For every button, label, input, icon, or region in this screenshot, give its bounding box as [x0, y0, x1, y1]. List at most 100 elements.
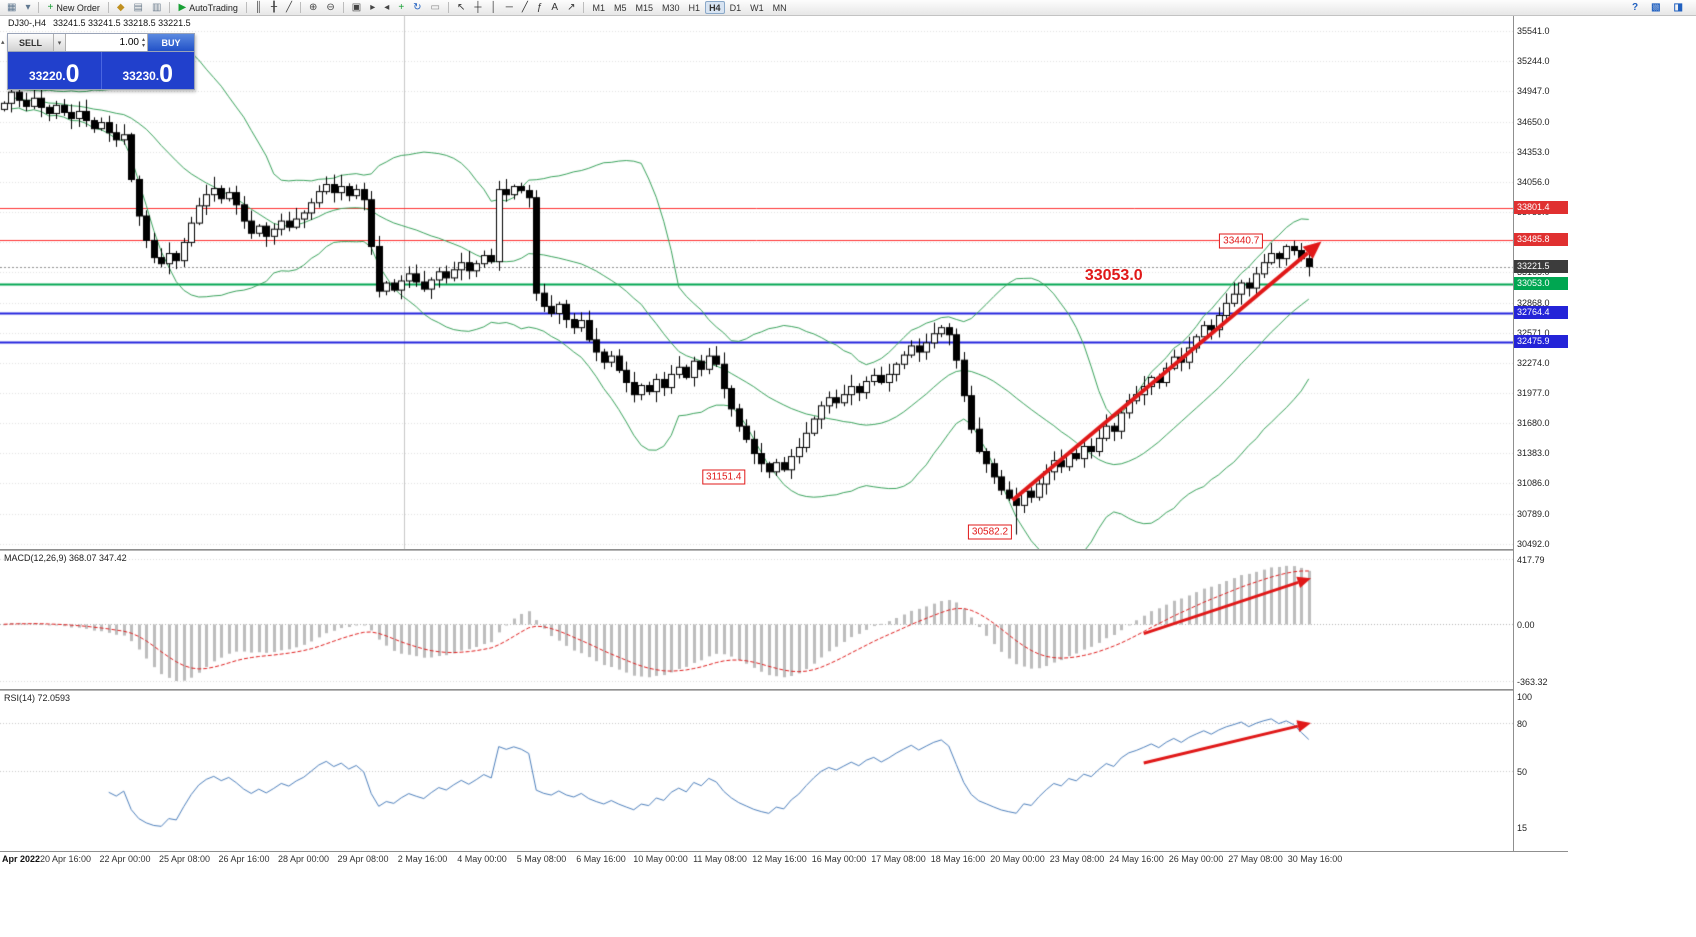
toolbar-cursor-icon[interactable]: ↖	[453, 1, 469, 15]
volume-dropdown-icon[interactable]: ▾	[54, 34, 66, 51]
toolbar-tile-windows-icon[interactable]: ▣	[348, 1, 365, 15]
toolbar-text-icon[interactable]: A	[547, 1, 562, 15]
spinner-up-icon[interactable]: ▴	[141, 36, 145, 43]
toolbar-new-chart-icon[interactable]: ▦	[3, 1, 20, 15]
price-tag[interactable]: 32475.9	[1514, 335, 1568, 349]
time-axis-label: 6 May 16:00	[576, 854, 626, 864]
spinner-down-icon[interactable]: ▾	[141, 42, 145, 49]
toolbar-profiles-icon[interactable]: ▾	[21, 1, 34, 15]
toolbar-crosshair-icon[interactable]: ┼	[470, 1, 485, 15]
toolbar-indicators-icon[interactable]: +	[394, 1, 408, 15]
chart-shift-icon: ◂	[384, 1, 390, 13]
price-tag[interactable]: 33053.0	[1514, 276, 1568, 290]
bar-chart-icon: ║	[254, 1, 262, 13]
toolbar-layout-icon[interactable]: ▧	[1651, 1, 1661, 13]
volume-value[interactable]: 1.00	[119, 37, 139, 48]
rsi-axis-label: 50	[1517, 767, 1528, 777]
time-axis-label: 29 Apr 08:00	[337, 854, 389, 864]
toolbar-template-icon[interactable]: ▭	[427, 1, 444, 15]
rsi-canvas[interactable]	[0, 691, 1513, 851]
timeframe-m5-button[interactable]: M5	[614, 3, 627, 13]
timeframe-d1-button[interactable]: D1	[729, 3, 742, 13]
data-window-icon: ▤	[133, 1, 143, 13]
market-watch-icon: ◆	[116, 1, 125, 13]
panel-splitter[interactable]	[0, 549, 1568, 551]
time-axis-label: 23 May 08:00	[1049, 854, 1105, 864]
time-axis-label: Apr 2022	[2, 854, 41, 864]
toolbar-line-chart-icon[interactable]: ╱	[282, 1, 296, 15]
toolbar-chart-shift-icon[interactable]: ◂	[380, 1, 393, 15]
toolbar-auto-scroll-icon[interactable]: ▸	[366, 1, 379, 15]
time-axis-label: 28 Apr 00:00	[277, 854, 330, 864]
time-axis-label: 25 Apr 08:00	[158, 854, 211, 864]
toolbar-panel-icon[interactable]: ◨	[1673, 1, 1683, 13]
toolbar-separator	[107, 2, 109, 13]
buy-price-big-digit: 0	[159, 60, 174, 88]
toolbar-trendline-icon[interactable]: ╱	[518, 1, 532, 15]
toolbar-right-group: ? ▧ ◨	[1628, 1, 1693, 15]
one-click-collapse-icon[interactable]: ▴	[1, 39, 5, 46]
price-axis-label: 32868.0	[1517, 297, 1550, 308]
price-annotation-box[interactable]: 30582.2	[967, 524, 1013, 540]
timeframe-m30-button[interactable]: M30	[662, 3, 680, 13]
timeframe-h4-button[interactable]: H4	[705, 1, 725, 14]
time-axis-label: 30 May 16:00	[1287, 854, 1343, 864]
toolbar-navigator-icon[interactable]: ▥	[148, 1, 165, 15]
toolbar-data-window-icon[interactable]: ▤	[130, 1, 147, 15]
cycle-icon: ↻	[413, 1, 422, 13]
cursor-icon: ↖	[457, 1, 466, 13]
buy-price-display[interactable]: 33230. 0	[102, 52, 195, 89]
price-axis-label: 35541.0	[1517, 26, 1550, 37]
timeframe-h1-button[interactable]: H1	[688, 3, 701, 13]
price-axis[interactable]: 35541.0 35244.0 34947.0 34650.0 34353.0 34056…	[1513, 16, 1568, 851]
toolbar-new-order-button[interactable]: + New Order	[43, 1, 103, 15]
fibonacci-icon: ƒ	[536, 1, 543, 13]
price-axis-label: 34056.0	[1517, 176, 1550, 187]
buy-button[interactable]: BUY	[148, 34, 194, 51]
toolbar-cycle-icon[interactable]: ↻	[409, 1, 425, 15]
sell-price-display[interactable]: 33220. 0	[8, 52, 102, 89]
toolbar-zoom-in-icon[interactable]: ⊕	[305, 1, 321, 15]
toolbar-arrows-icon[interactable]: ↗	[563, 1, 579, 15]
price-tag: 33221.5	[1514, 259, 1568, 273]
toolbar-vertical-line-icon[interactable]: │	[486, 1, 500, 15]
toolbar-autotrading-label: AutoTrading	[189, 2, 238, 13]
price-tag[interactable]: 32764.4	[1514, 306, 1568, 320]
timeframe-m15-button[interactable]: M15	[635, 3, 654, 13]
price-annotation-large[interactable]: 33053.0	[1084, 267, 1143, 285]
macd-axis-label: 0.00	[1517, 620, 1535, 631]
time-axis-label: 5 May 08:00	[516, 854, 567, 864]
auto-scroll-icon: ▸	[370, 1, 376, 13]
toolbar-fibonacci-icon[interactable]: ƒ	[533, 1, 547, 15]
toolbar-autotrading-button[interactable]: ▶ AutoTrading	[174, 1, 241, 15]
price-axis-label: 32274.0	[1517, 357, 1550, 368]
price-annotation-box[interactable]: 31151.4	[702, 469, 746, 485]
sell-button[interactable]: SELL	[8, 34, 54, 51]
toolbar-bar-chart-icon[interactable]: ║	[251, 1, 266, 15]
toolbar: ▦ ▾ + New Order ◆ ▤ ▥ ▶ AutoTrading ║ ╂ ╱ ⊕ ⊖ ▣ ▸ ◂ + ↻ ▭ ↖ ┼…	[0, 0, 1696, 16]
panel-splitter[interactable]	[0, 689, 1568, 691]
toolbar-horizontal-line-icon[interactable]: ─	[502, 1, 517, 15]
toolbar-candlestick-chart-icon[interactable]: ╂	[267, 1, 281, 15]
toolbar-market-watch-icon[interactable]: ◆	[113, 1, 129, 15]
macd-canvas[interactable]	[0, 551, 1513, 689]
toolbar-help-icon[interactable]: ?	[1631, 1, 1639, 13]
main-chart-canvas[interactable]	[0, 16, 1513, 549]
price-tag[interactable]: 33801.4	[1514, 200, 1568, 214]
volume-field[interactable]: 1.00 ▴ ▾	[66, 34, 148, 51]
timeframe-w1-button[interactable]: W1	[750, 3, 764, 13]
price-tag[interactable]: 33485.8	[1514, 232, 1568, 246]
toolbar-zoom-out-icon[interactable]: ⊖	[322, 1, 338, 15]
sell-price-main: 33220.	[28, 69, 66, 83]
volume-spinner[interactable]: ▴ ▾	[142, 37, 145, 49]
time-axis[interactable]: Apr 2022 20 Apr 16:00 22 Apr 00:00 25 Apr 0…	[0, 851, 1568, 866]
price-annotation-box[interactable]: 33440.7	[1219, 233, 1264, 249]
arrows-icon: ↗	[567, 1, 576, 13]
timeframe-mn-button[interactable]: MN	[772, 3, 787, 13]
timeframe-m1-button[interactable]: M1	[592, 3, 605, 13]
rsi-axis-label: 15	[1517, 823, 1528, 833]
time-axis-label: 24 May 16:00	[1109, 854, 1164, 864]
toolbar-separator	[38, 2, 40, 13]
rsi-axis-label: 80	[1517, 719, 1528, 729]
workspace-right-margin	[1569, 16, 1696, 937]
